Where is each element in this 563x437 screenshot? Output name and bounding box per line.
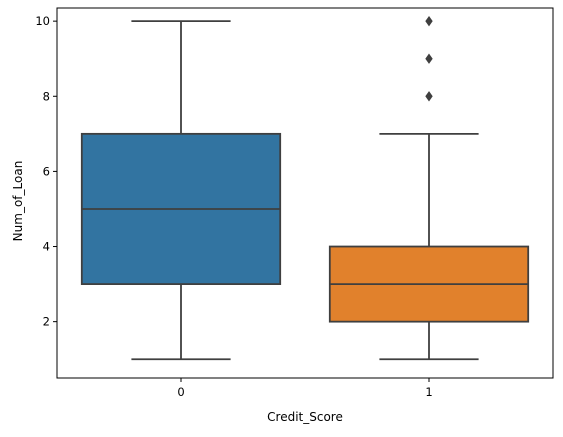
y-tick-label: 6	[43, 164, 50, 178]
y-tick-label: 4	[43, 240, 50, 254]
x-axis-label: Credit_Score	[267, 410, 343, 424]
x-tick-label: 1	[425, 385, 432, 399]
x-tick-label: 0	[177, 385, 184, 399]
y-tick-label: 8	[43, 89, 50, 103]
y-tick-label: 2	[43, 315, 50, 329]
y-tick-label: 10	[35, 14, 50, 28]
outlier-point	[425, 53, 433, 64]
plot-frame	[56, 7, 554, 379]
outlier-point	[425, 91, 433, 102]
y-axis-label: Num_of_Loan	[11, 161, 25, 242]
outlier-point	[425, 15, 433, 27]
plot-area: 2 4 6 8 10 0 1	[35, 7, 554, 399]
